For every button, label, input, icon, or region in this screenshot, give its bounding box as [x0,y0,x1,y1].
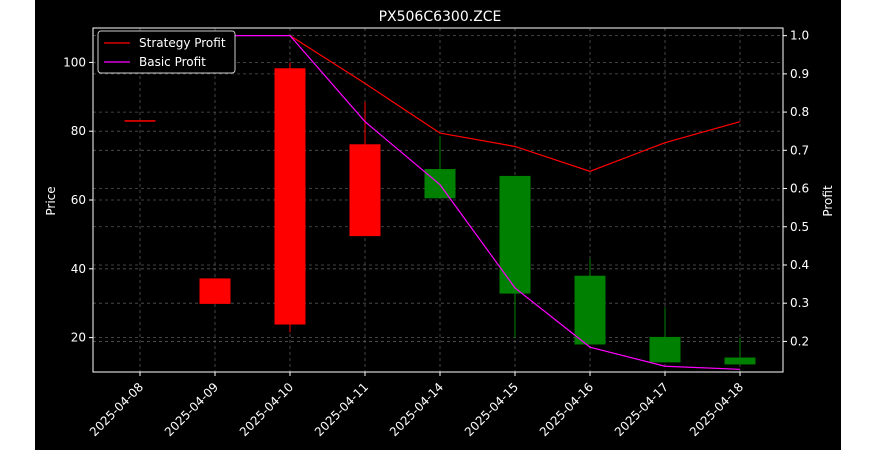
x-tick-label: 2025-04-18 [687,380,746,439]
x-tick-label: 2025-04-16 [537,380,596,439]
y-tick-label-right: 0.5 [790,220,809,234]
y-tick-label-left: 60 [71,193,86,207]
candle-body [574,275,606,345]
y-tick-label-right: 0.8 [790,105,809,119]
x-tick-label: 2025-04-09 [162,380,221,439]
candle-body [349,144,381,237]
candle-body [274,68,306,325]
candle-body [199,278,231,304]
x-tick-label: 2025-04-14 [387,380,446,439]
candle-body [499,175,531,294]
y-tick-label-left: 80 [71,124,86,138]
candlestick-chart: PX506C6300.ZCE Price Profit 2025-04-08 20… [44,9,835,439]
legend-box [97,30,236,74]
legend-label-strategy-profit: Strategy Profit [139,36,226,50]
x-tick-label: 2025-04-17 [612,380,671,439]
x-tick-label: 2025-04-10 [237,380,296,439]
y-tick-label-right: 0.7 [790,143,809,157]
y-tick-label-right: 0.6 [790,182,809,196]
y-tick-label-left: 20 [71,331,86,345]
candle-body [649,336,681,363]
strategy-profit-line [289,35,741,172]
candle-body [724,357,756,365]
y-tick-label-right: 1.0 [790,29,809,43]
y-axis-label-left: Price [44,186,58,215]
y-tick-label-left: 100 [63,55,86,69]
chart-title: PX506C6300.ZCE [379,9,502,25]
grid-lines [93,28,783,372]
legend: Strategy Profit Basic Profit [97,30,236,74]
basic-profit-line [215,35,741,370]
chart-figure: PX506C6300.ZCE Price Profit 2025-04-08 20… [35,0,841,450]
y-tick-label-right: 0.3 [790,296,809,310]
y-tick-label-right: 0.4 [790,258,809,272]
x-tick-label: 2025-04-08 [87,380,146,439]
candles [124,62,756,365]
candle-body [124,120,156,122]
x-tick-label: 2025-04-15 [462,380,521,439]
y-tick-label-right: 0.9 [790,67,809,81]
y-tick-label-left: 40 [71,262,86,276]
profit-lines [215,35,741,370]
y-axis-label-right: Profit [821,185,835,217]
legend-label-basic-profit: Basic Profit [139,55,206,69]
candle-body [424,169,456,199]
axes: 2025-04-08 2025-04-09 2025-04-10 2025-04-11… [63,29,809,439]
y-tick-label-right: 0.2 [790,334,809,348]
x-tick-label: 2025-04-11 [312,380,371,439]
